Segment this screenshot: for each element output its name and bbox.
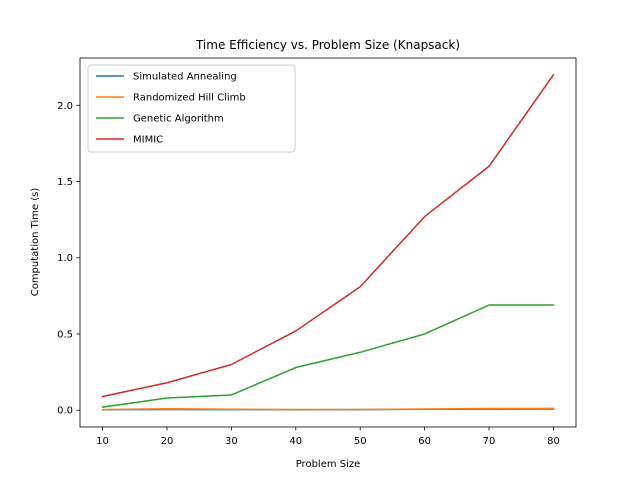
series-layer	[101, 73, 555, 411]
y-tick-label-3: 1.5	[57, 177, 73, 188]
x-tick-label-7: 80	[547, 436, 560, 447]
legend-box	[87, 64, 296, 153]
series-line-3	[101, 73, 555, 398]
legend-label-2: Genetic Algorithm	[133, 114, 224, 125]
y-axis-label: Computation Time (s)	[30, 188, 41, 297]
y-tick-label-4: 2.0	[57, 101, 73, 112]
legend: Simulated Annealing Randomized Hill Climb…	[87, 64, 296, 153]
y-tick-label-2: 1.0	[57, 253, 73, 264]
x-axis-label: Problem Size	[296, 459, 361, 470]
legend-label-3: MIMIC	[133, 135, 163, 146]
x-axis-ticks: 10 20 30 40 50 60 70 80	[96, 427, 560, 447]
x-tick-label-2: 30	[225, 436, 238, 447]
y-axis-ticks: 0.0 0.5 1.0 1.5 2.0	[57, 101, 80, 417]
y-tick-label-1: 0.5	[57, 329, 73, 340]
x-tick-label-4: 50	[354, 436, 367, 447]
chart-title: Time Efficiency vs. Problem Size (Knapsa…	[195, 38, 460, 52]
legend-label-0: Simulated Annealing	[133, 72, 237, 83]
series-line-1	[101, 407, 555, 411]
plot-frame	[79, 57, 577, 428]
x-tick-label-1: 20	[161, 436, 174, 447]
series-line-2	[101, 304, 555, 409]
x-tick-label-5: 60	[418, 436, 431, 447]
y-tick-label-0: 0.0	[57, 406, 73, 417]
x-tick-label-0: 10	[96, 436, 109, 447]
x-tick-label-6: 70	[483, 436, 496, 447]
legend-label-1: Randomized Hill Climb	[133, 93, 246, 104]
x-tick-label-3: 40	[289, 436, 302, 447]
